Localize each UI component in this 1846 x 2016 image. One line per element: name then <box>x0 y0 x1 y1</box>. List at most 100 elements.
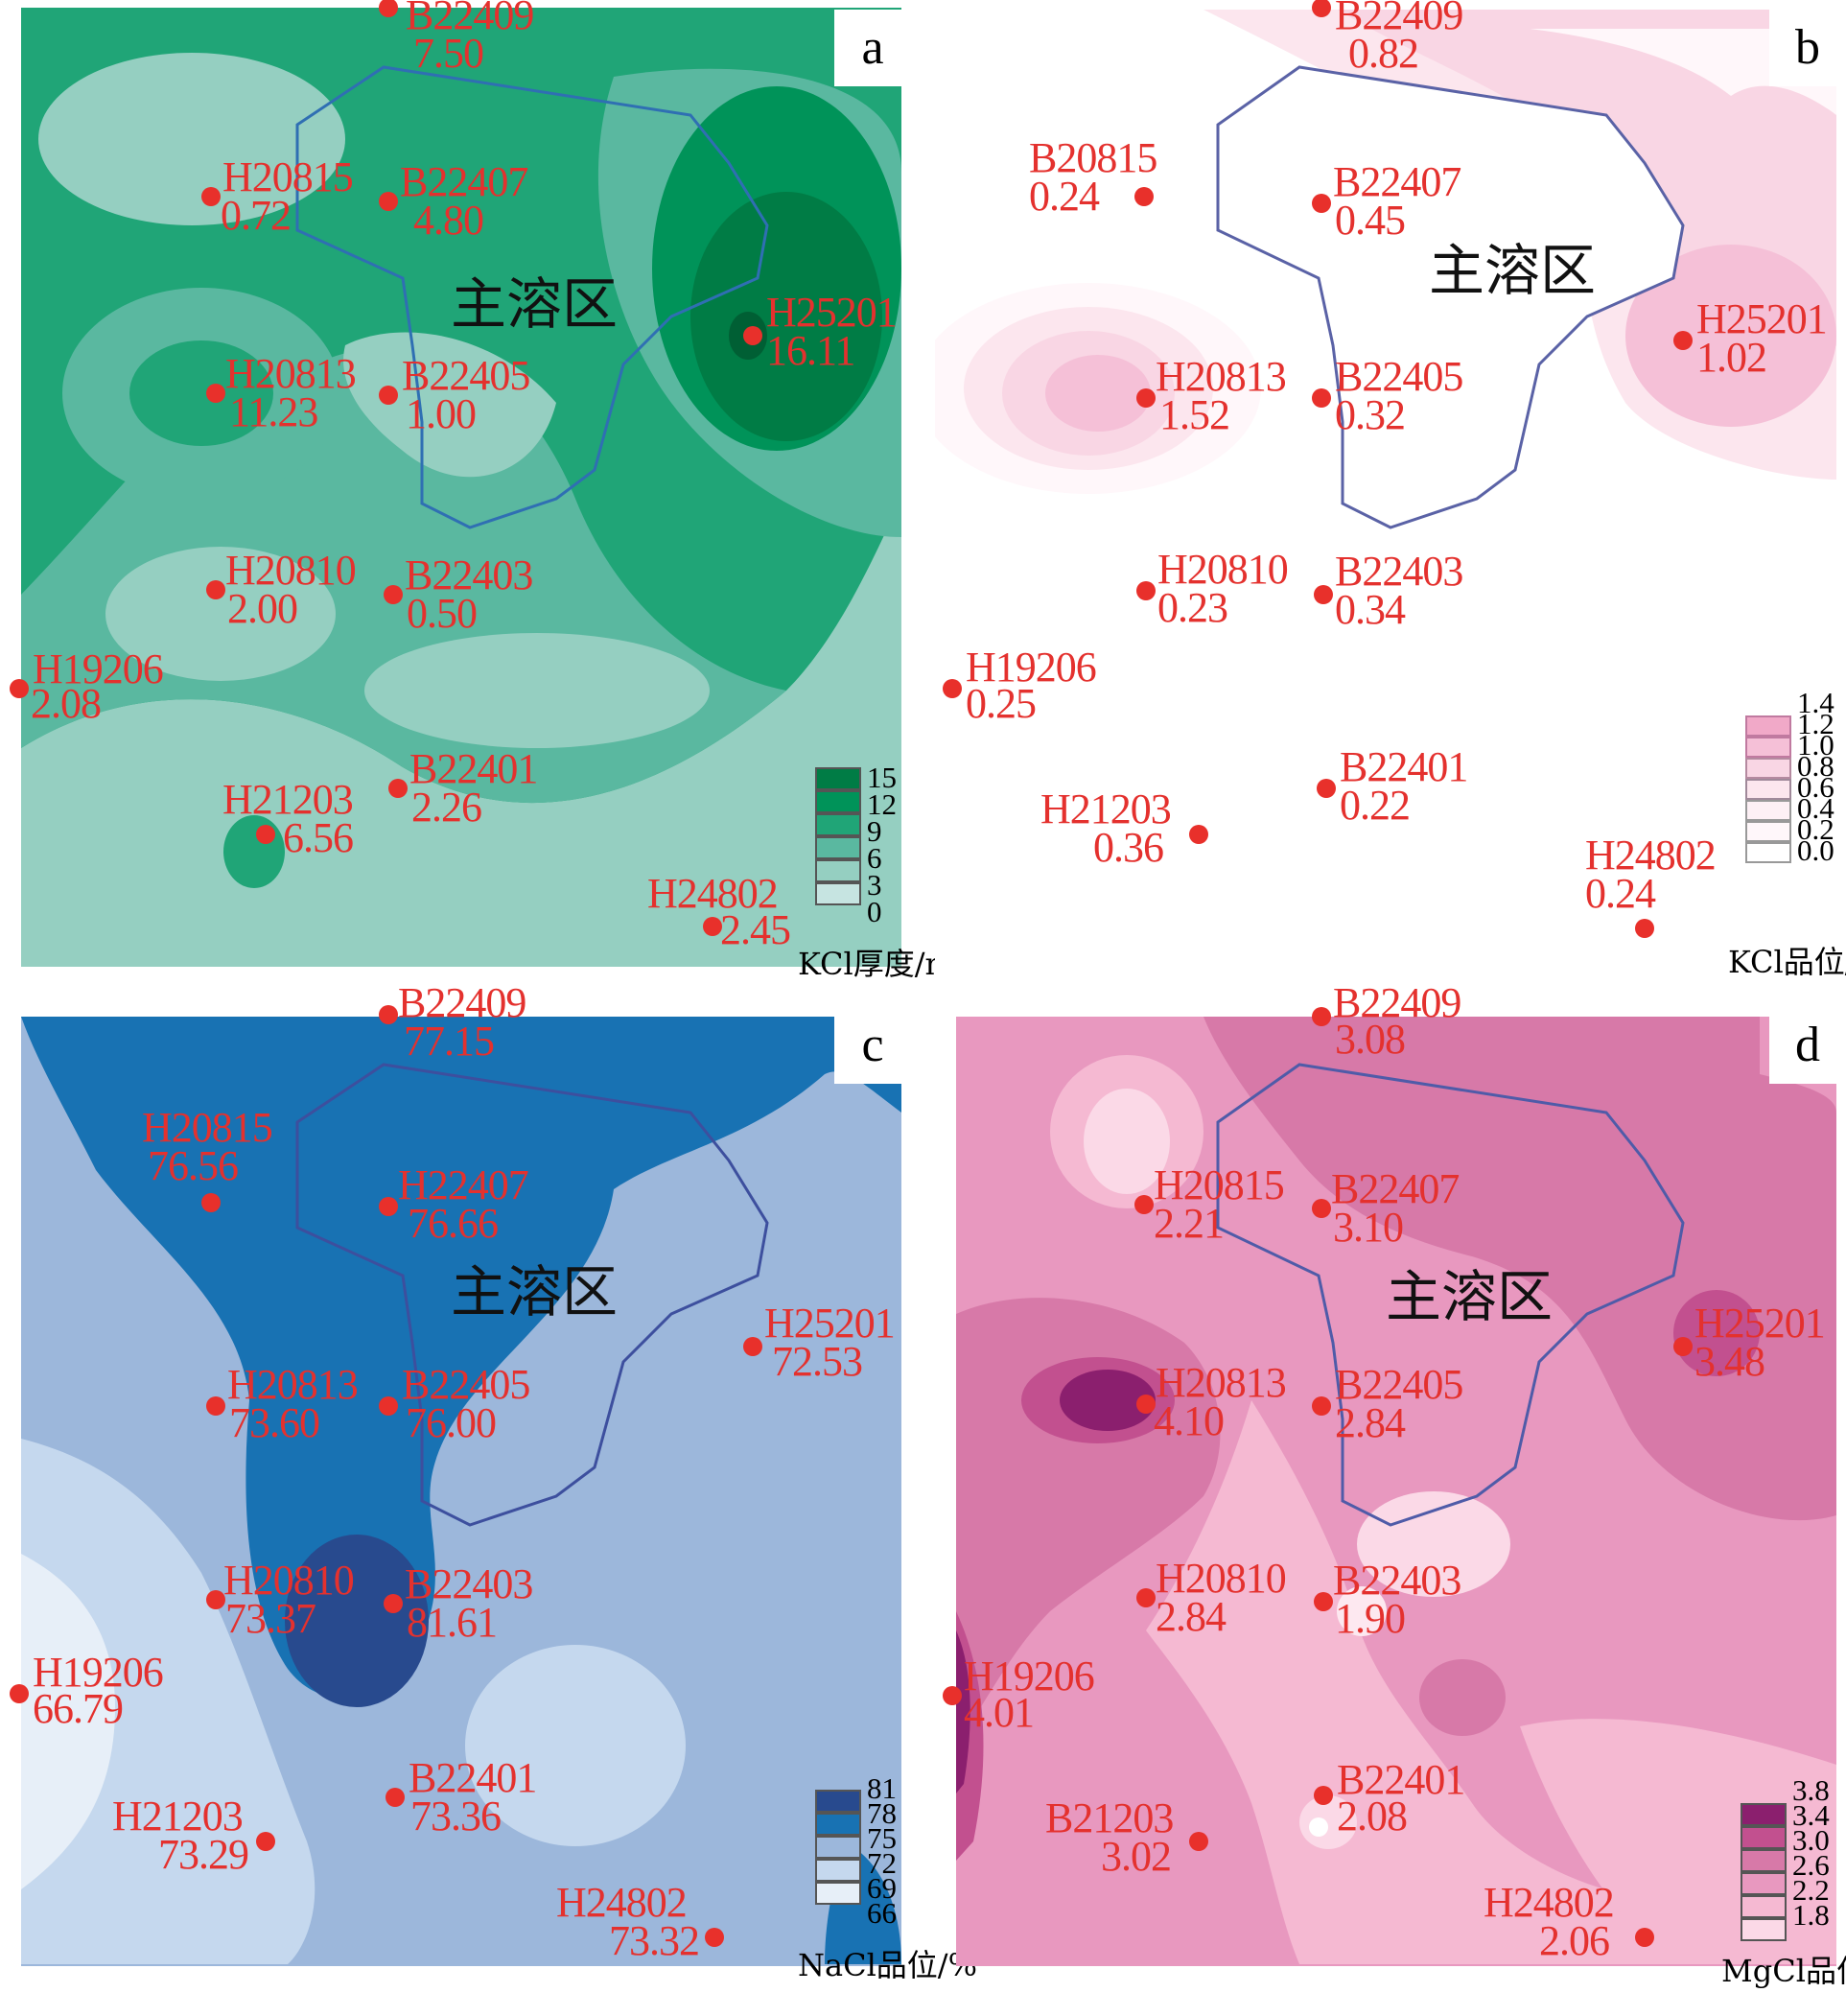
well-dot <box>1312 194 1331 213</box>
well-value: 3.08 <box>1335 1016 1406 1063</box>
well-dot <box>743 326 762 345</box>
legend-tick: 9 <box>867 814 882 848</box>
well-value: 0.25 <box>966 680 1037 727</box>
legend-swatch <box>1741 1826 1787 1849</box>
well-id: B22401 <box>1337 1756 1465 1803</box>
legend-tick: 3.4 <box>1792 1798 1830 1832</box>
well-id: B22407 <box>400 158 528 205</box>
well-value: 4.01 <box>964 1689 1035 1736</box>
well-id: B22401 <box>409 745 538 792</box>
well-dot <box>1312 0 1331 17</box>
well-id: B22405 <box>402 352 530 399</box>
well-id: B22407 <box>1333 158 1461 205</box>
legend-swatch <box>815 1882 861 1905</box>
legend-swatch <box>1745 800 1791 821</box>
well-id: B22409 <box>398 979 526 1026</box>
well-dot <box>1314 1592 1333 1611</box>
well-id: H20810 <box>225 547 357 594</box>
legend-tick: 2.6 <box>1792 1848 1830 1882</box>
well-dot <box>206 1590 225 1609</box>
well-value: 0.24 <box>1585 870 1656 917</box>
well-id: H19206 <box>33 645 164 692</box>
well-dot <box>379 1197 398 1216</box>
well-id: B22405 <box>1335 353 1463 400</box>
well-value: 0.36 <box>1093 824 1164 871</box>
legend-tick: 0 <box>867 895 882 928</box>
well-value: 2.08 <box>31 680 102 727</box>
well-value: 77.15 <box>404 1018 495 1065</box>
legend-tick: 0.6 <box>1797 770 1834 804</box>
well-dot <box>703 917 722 936</box>
well-dot <box>1673 1337 1693 1356</box>
nacl-grade-contour-map <box>21 1017 901 1966</box>
main-dissolution-zone-label: 主溶区 <box>451 271 619 337</box>
well-value: 76.56 <box>148 1142 239 1189</box>
well-id: H20813 <box>1156 1359 1287 1406</box>
legend-swatch <box>815 1859 861 1882</box>
legend-tick: 1.2 <box>1797 707 1834 740</box>
well-value: 3.48 <box>1694 1338 1765 1385</box>
well-id: B22405 <box>402 1361 530 1408</box>
well-value: 73.60 <box>229 1399 320 1446</box>
well-value: 2.21 <box>1154 1200 1225 1247</box>
map-panel-b: b 主溶区 B22409 0.82 B20815 0.24 B22407 0.4… <box>935 0 1846 980</box>
well-value: 4.80 <box>413 197 484 244</box>
legend-tick: 15 <box>867 761 897 794</box>
legend-swatch <box>815 1790 861 1813</box>
well-value: 72.53 <box>772 1338 863 1385</box>
legend-title: NaCl品位/% <box>798 1947 977 1983</box>
legend-tick: 72 <box>867 1846 897 1880</box>
legend-swatch <box>1741 1918 1787 1941</box>
legend-tick: 2.2 <box>1792 1873 1830 1907</box>
legend-title: KCl厚度/m <box>798 946 954 982</box>
legend-swatch <box>815 859 861 882</box>
legend-tick: 69 <box>867 1871 897 1905</box>
legend-title: MgCl品位/% <box>1721 1953 1846 1989</box>
well-dot <box>201 187 221 206</box>
well-dot <box>1314 585 1333 604</box>
well-id: B22403 <box>1333 1557 1461 1604</box>
well-value: 1.02 <box>1696 334 1767 381</box>
well-dot <box>1189 825 1208 844</box>
well-dot <box>379 0 398 17</box>
well-dot <box>1136 1588 1156 1607</box>
well-id: H19206 <box>966 644 1097 691</box>
well-value: 4.10 <box>1154 1397 1225 1444</box>
well-id: B22401 <box>1340 743 1468 790</box>
well-dot <box>1635 1928 1654 1947</box>
well-dot <box>1312 1007 1331 1026</box>
well-id: B22403 <box>405 1560 533 1607</box>
well-value: 6.56 <box>283 814 354 861</box>
legend-swatch <box>1745 842 1791 863</box>
well-dot <box>379 1396 398 1416</box>
well-dot <box>386 1788 405 1807</box>
well-id: H25201 <box>1694 1300 1826 1347</box>
legend-swatch <box>815 790 861 813</box>
mgcl-grade-contour-map <box>956 1017 1836 1966</box>
well-id: H21203 <box>1040 785 1172 832</box>
well-dot <box>379 1005 398 1024</box>
well-id: H21203 <box>112 1793 244 1840</box>
well-value: 16.11 <box>766 327 855 374</box>
legend-swatch <box>815 813 861 836</box>
well-dot <box>1314 1786 1333 1805</box>
kcl-thickness-contour-map <box>21 8 901 967</box>
well-value: 3.02 <box>1101 1833 1172 1880</box>
well-id: H19206 <box>33 1649 164 1696</box>
well-value: 7.50 <box>413 30 484 77</box>
well-value: 0.32 <box>1335 391 1406 438</box>
well-dot <box>1673 331 1693 350</box>
well-dot <box>379 386 398 405</box>
well-id: H20813 <box>1156 353 1287 400</box>
well-value: 0.50 <box>407 590 478 637</box>
panel-letter: c <box>834 1007 911 1084</box>
well-id: H20815 <box>222 153 354 200</box>
well-value: 0.72 <box>221 192 292 239</box>
well-dot <box>1136 388 1156 408</box>
well-dot <box>943 1686 962 1705</box>
well-id: H20815 <box>1154 1161 1285 1208</box>
legend-swatch <box>1745 737 1791 758</box>
well-value: 0.24 <box>1029 173 1100 220</box>
well-value: 2.08 <box>1337 1793 1408 1840</box>
well-dot <box>1312 388 1331 408</box>
